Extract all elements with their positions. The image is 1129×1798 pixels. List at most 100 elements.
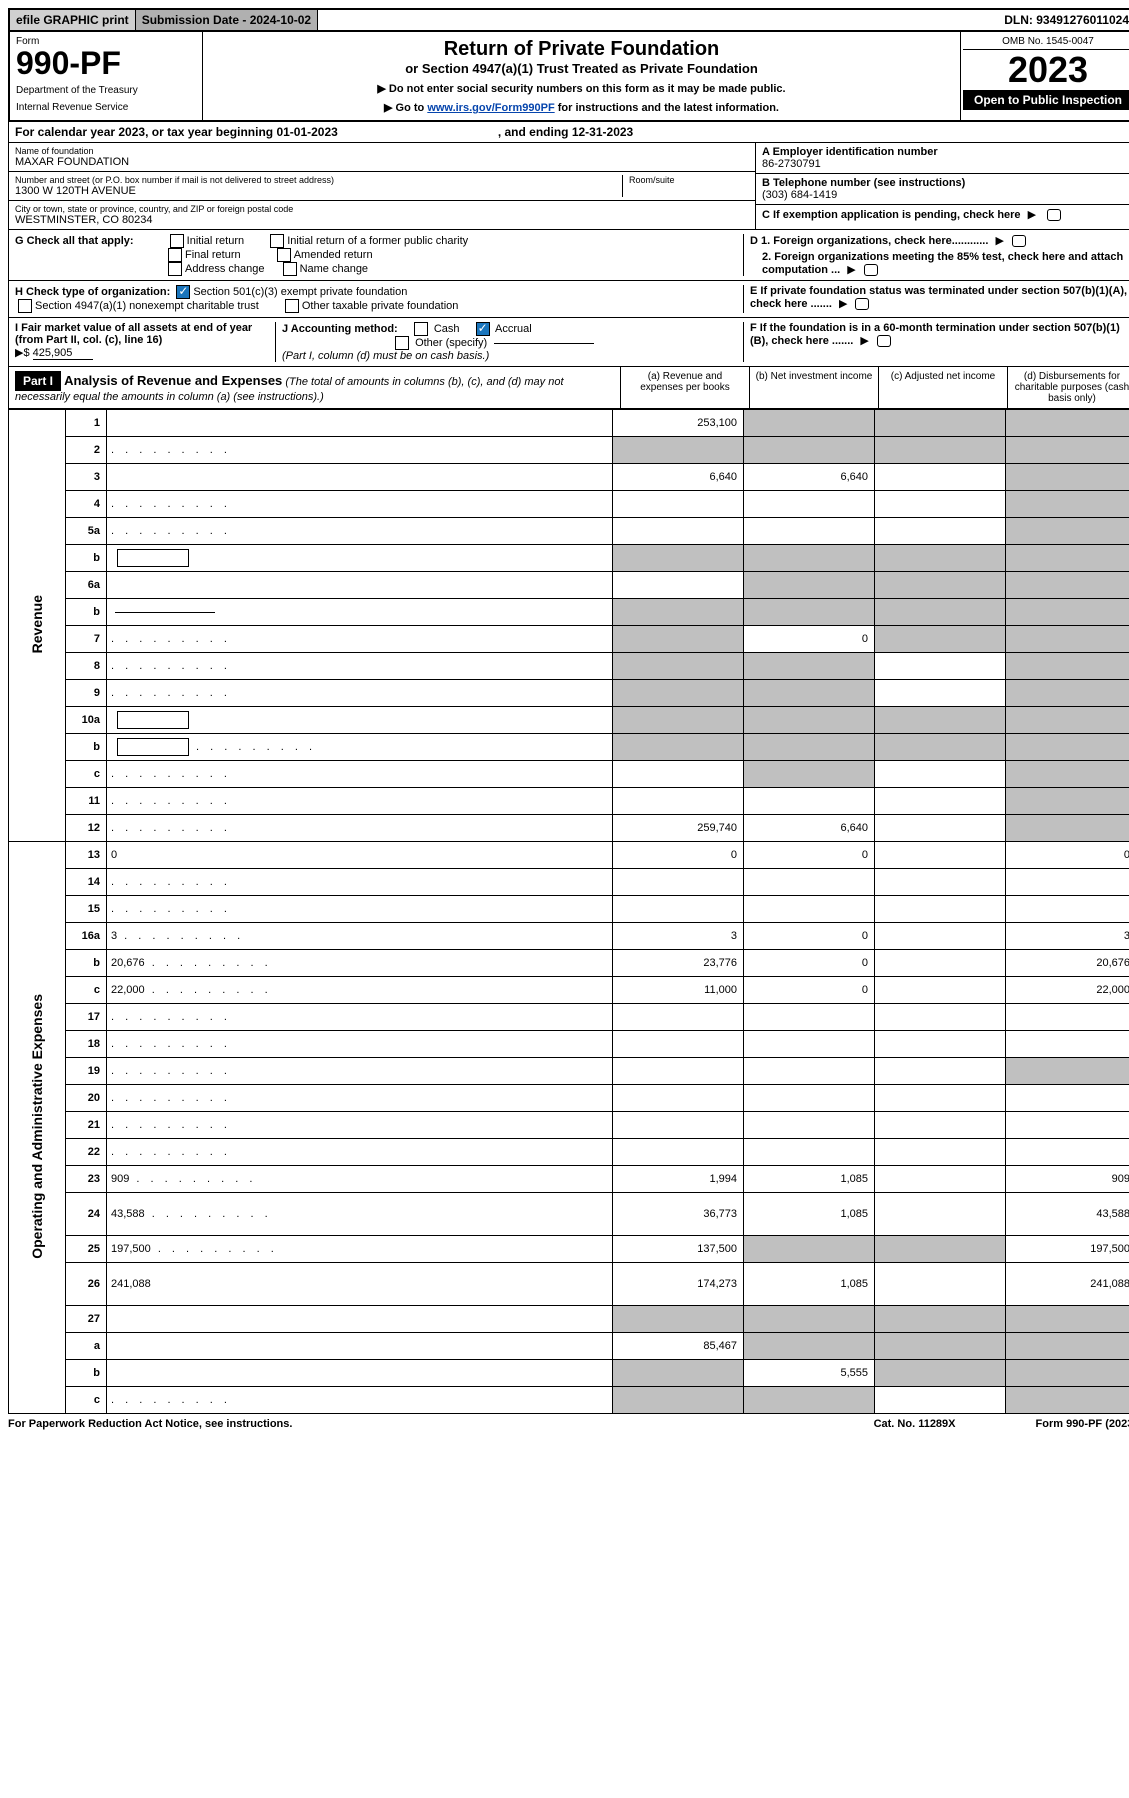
table-row: b: [9, 599, 1129, 626]
chk-name-change[interactable]: [283, 262, 297, 276]
line-description: [107, 869, 613, 896]
name-cell: Name of foundation MAXAR FOUNDATION: [9, 143, 755, 172]
amount-col-c: [875, 599, 1006, 626]
form-subtitle: or Section 4947(a)(1) Trust Treated as P…: [209, 61, 954, 76]
chk-initial-return[interactable]: [170, 234, 184, 248]
amount-col-d: [1006, 734, 1129, 761]
amount-col-b: [744, 1387, 875, 1414]
header-left: Form 990-PF Department of the Treasury I…: [10, 32, 203, 120]
amount-col-b: [744, 788, 875, 815]
amount-col-c: [875, 1004, 1006, 1031]
amount-col-c: [875, 518, 1006, 545]
amount-col-a: 3: [613, 923, 744, 950]
table-row: b: [9, 545, 1129, 572]
efile-label: efile GRAPHIC print: [10, 10, 136, 30]
info-left: Name of foundation MAXAR FOUNDATION Numb…: [9, 143, 755, 229]
part1-title: Analysis of Revenue and Expenses: [64, 373, 282, 388]
f-section: F If the foundation is in a 60-month ter…: [743, 322, 1129, 362]
chk-other-taxable[interactable]: [285, 299, 299, 313]
line-number: 11: [66, 788, 107, 815]
line-number: 25: [66, 1236, 107, 1263]
amount-col-a: [613, 1031, 744, 1058]
amount-col-c: [875, 410, 1006, 437]
amount-col-d: [1006, 545, 1129, 572]
address-cell: Number and street (or P.O. box number if…: [9, 172, 755, 201]
amount-col-b: 6,640: [744, 464, 875, 491]
line-description: [107, 1360, 613, 1387]
chk-accrual[interactable]: [476, 322, 490, 336]
line-description: [107, 491, 613, 518]
line-description: [107, 1031, 613, 1058]
form-number: 990-PF: [16, 47, 196, 79]
line-description: [107, 788, 613, 815]
amount-col-a: [613, 761, 744, 788]
cal-year-end: , and ending 12-31-2023: [498, 125, 633, 139]
chk-address-change[interactable]: [168, 262, 182, 276]
table-row: 22: [9, 1139, 1129, 1166]
amount-col-a: [613, 1085, 744, 1112]
line-number: 18: [66, 1031, 107, 1058]
table-row: 36,6406,640: [9, 464, 1129, 491]
line-description: [107, 1112, 613, 1139]
amount-col-b: 1,085: [744, 1166, 875, 1193]
chk-initial-former[interactable]: [270, 234, 284, 248]
chk-4947[interactable]: [18, 299, 32, 313]
table-row: c: [9, 1387, 1129, 1414]
table-row: 70: [9, 626, 1129, 653]
line-number: 23: [66, 1166, 107, 1193]
amount-col-a: 137,500: [613, 1236, 744, 1263]
table-row: 4: [9, 491, 1129, 518]
table-row: 10a: [9, 707, 1129, 734]
line-number: 20: [66, 1085, 107, 1112]
amount-col-c: [875, 1031, 1006, 1058]
line-description: [107, 545, 613, 572]
chk-final-return[interactable]: [168, 248, 182, 262]
col-d-header: (d) Disbursements for charitable purpose…: [1007, 367, 1129, 408]
irs-link[interactable]: www.irs.gov/Form990PF: [427, 102, 554, 114]
inst-no-ssn: ▶ Do not enter social security numbers o…: [209, 82, 954, 95]
amount-col-b: [744, 437, 875, 464]
chk-amended-return[interactable]: [277, 248, 291, 262]
chk-501c3[interactable]: [176, 285, 190, 299]
line-number: c: [66, 761, 107, 788]
part1-desc: Part I Analysis of Revenue and Expenses …: [9, 367, 620, 408]
amount-col-a: [613, 572, 744, 599]
line-description: [107, 1306, 613, 1333]
chk-cash[interactable]: [414, 322, 428, 336]
line-description: [107, 1387, 613, 1414]
ein-label: A Employer identification number: [762, 146, 1129, 158]
form-title: Return of Private Foundation: [209, 38, 954, 61]
chk-d2[interactable]: [864, 264, 878, 276]
amount-col-a: [613, 1360, 744, 1387]
amount-col-b: 1,085: [744, 1193, 875, 1236]
chk-e[interactable]: [855, 298, 869, 310]
table-row: Revenue1253,100: [9, 410, 1129, 437]
amount-col-a: [613, 626, 744, 653]
line-description: 20,676: [107, 950, 613, 977]
foundation-name: MAXAR FOUNDATION: [15, 156, 749, 168]
amount-col-b: [744, 734, 875, 761]
line-number: 10a: [66, 707, 107, 734]
amount-col-a: 1,994: [613, 1166, 744, 1193]
amount-col-c: [875, 1193, 1006, 1236]
footer: For Paperwork Reduction Act Notice, see …: [8, 1414, 1129, 1434]
entity-info: Name of foundation MAXAR FOUNDATION Numb…: [8, 143, 1129, 230]
amount-col-b: 1,085: [744, 1263, 875, 1306]
chk-d1[interactable]: [1012, 235, 1026, 247]
g-label: G Check all that apply:: [15, 235, 134, 247]
chk-other-method[interactable]: [395, 336, 409, 350]
amount-col-c: [875, 1058, 1006, 1085]
line-description: [107, 761, 613, 788]
amount-col-a: [613, 896, 744, 923]
amount-col-d: [1006, 437, 1129, 464]
amount-col-a: [613, 545, 744, 572]
table-row: 27: [9, 1306, 1129, 1333]
amount-col-a: [613, 869, 744, 896]
open-public: Open to Public Inspection: [963, 90, 1129, 110]
exemption-checkbox[interactable]: [1047, 209, 1061, 221]
amount-col-c: [875, 1306, 1006, 1333]
chk-f[interactable]: [877, 335, 891, 347]
table-row: 18: [9, 1031, 1129, 1058]
city-cell: City or town, state or province, country…: [9, 201, 755, 229]
amount-col-a: [613, 734, 744, 761]
